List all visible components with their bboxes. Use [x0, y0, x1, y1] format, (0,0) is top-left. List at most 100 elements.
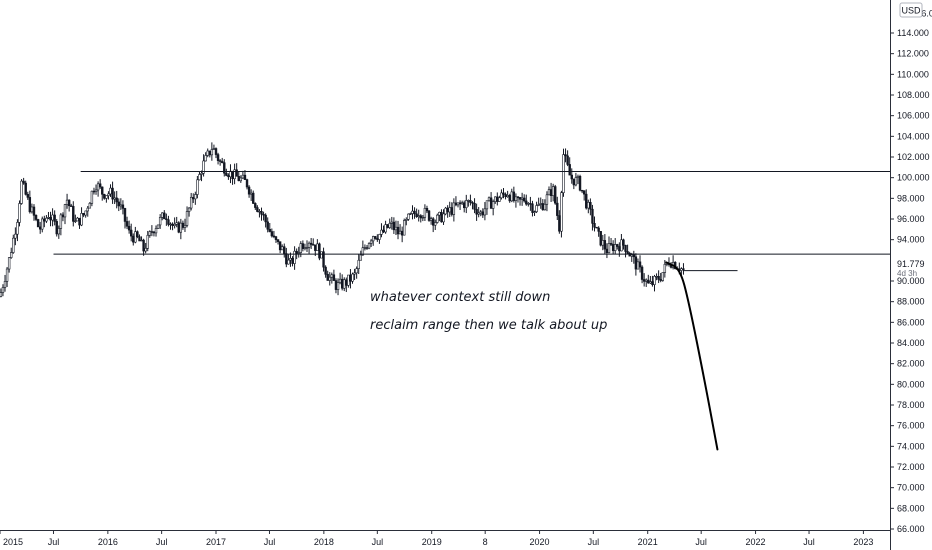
candle: [369, 238, 373, 247]
candle: [465, 194, 468, 214]
candle: [185, 206, 189, 228]
candle: [556, 196, 559, 221]
candle: [158, 214, 162, 229]
candle: [423, 204, 427, 221]
x-axis[interactable]: 2015 Jul 2016 Jul 2017 Jul 2018 Jul 2019 8 2020 Jul…: [0, 530, 873, 547]
candle: [0, 288, 3, 298]
y-tick-label: 82.000: [897, 359, 925, 369]
x-tick-label: 2022: [746, 537, 766, 547]
candle: [24, 180, 27, 196]
candle: [473, 198, 476, 214]
candle: [403, 218, 406, 236]
y-tick-label: 96.000: [897, 214, 925, 224]
x-tick-label: Jul: [588, 537, 600, 547]
candle: [361, 240, 365, 256]
candle: [638, 255, 642, 273]
y-tick-label: 112.000: [897, 49, 929, 59]
candle: [357, 254, 360, 275]
candle: [125, 216, 129, 230]
candle: [320, 251, 323, 259]
projection-curve[interactable]: [665, 261, 719, 451]
candle: [591, 204, 594, 231]
candle: [254, 202, 257, 210]
candle: [543, 199, 547, 211]
candle: [235, 163, 238, 177]
candle: [156, 224, 160, 229]
candle: [562, 148, 565, 197]
candle: [413, 207, 416, 219]
x-tick-label: Jul: [264, 537, 276, 547]
candle: [247, 185, 251, 198]
candle: [407, 213, 410, 221]
candlestick-series: [0, 142, 685, 298]
candle: [632, 250, 636, 264]
y-tick-label: 78.000: [897, 400, 925, 410]
candle: [200, 170, 203, 182]
candle: [187, 207, 191, 217]
candle: [177, 221, 180, 234]
candle: [165, 213, 168, 226]
candle: [57, 225, 61, 239]
candle: [431, 217, 435, 233]
candle: [322, 247, 325, 272]
candle: [663, 259, 667, 278]
candle: [336, 278, 340, 296]
candle: [378, 233, 381, 244]
candle: [607, 236, 611, 254]
candle: [324, 265, 327, 278]
candle: [144, 242, 147, 254]
candle: [36, 218, 40, 228]
candle: [427, 210, 431, 222]
candle: [585, 189, 588, 210]
candle: [609, 238, 613, 246]
candle: [436, 213, 439, 224]
candle: [421, 215, 425, 222]
drawing-layer: [53, 170, 890, 451]
y-tick-label: 90.000: [897, 276, 925, 286]
currency-label: USD: [901, 6, 921, 16]
y-tick-label: 88.000: [897, 297, 925, 307]
candle: [616, 243, 619, 250]
candle: [522, 194, 526, 203]
candle: [26, 191, 29, 200]
y-tick-label: 86.000: [897, 317, 925, 327]
candle: [405, 217, 408, 226]
candle: [442, 209, 445, 225]
candle: [252, 190, 255, 205]
candle: [328, 272, 331, 286]
candle: [239, 175, 243, 183]
candle: [260, 207, 263, 221]
candle: [374, 235, 377, 240]
candle: [142, 238, 145, 256]
candle: [129, 223, 133, 242]
candle: [597, 226, 600, 237]
y-axis[interactable]: 114.000 112.000 110.000 108.000 106.000 104.0…: [890, 8, 932, 534]
y-tick-label: 74.000: [897, 441, 925, 451]
candle: [568, 157, 571, 176]
candle: [560, 190, 563, 238]
candle: [434, 219, 437, 230]
candle: [121, 200, 125, 215]
y-tick-label: 80.000: [897, 379, 925, 389]
candle: [624, 244, 627, 258]
candle: [305, 240, 309, 252]
candle: [452, 198, 456, 222]
candle: [595, 226, 598, 229]
candle: [274, 235, 278, 243]
last-price-label: 91.779: [897, 259, 925, 269]
candle: [218, 159, 222, 166]
candle: [262, 211, 265, 221]
candle: [74, 214, 77, 224]
candle: [45, 215, 48, 224]
currency-badge[interactable]: USD: [899, 2, 923, 18]
candle: [332, 269, 336, 281]
candle: [388, 218, 391, 229]
candle: [117, 198, 120, 212]
x-tick-label: Jul: [156, 537, 168, 547]
x-tick-label: 2021: [638, 537, 658, 547]
candle: [84, 210, 87, 218]
candle: [355, 266, 358, 279]
candle: [194, 191, 197, 205]
x-tick-label: 2016: [98, 537, 118, 547]
